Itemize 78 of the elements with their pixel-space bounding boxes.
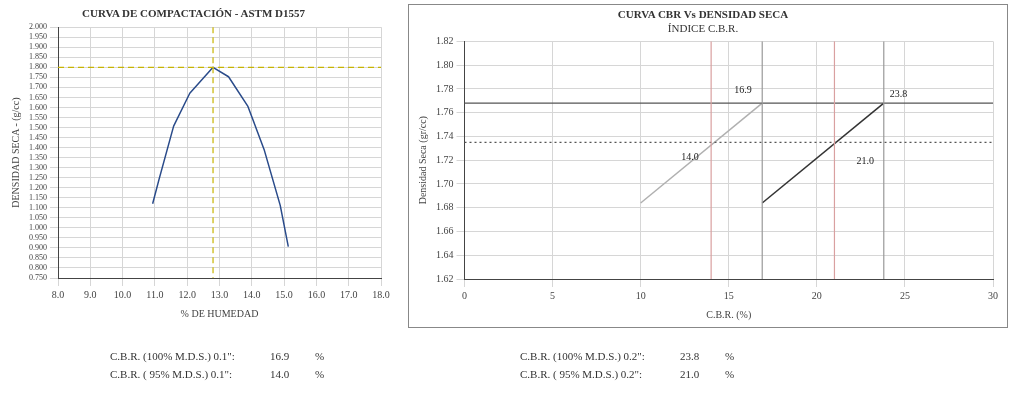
y-tick-label: 1.100 [29, 202, 47, 212]
y-axis-title: Densidad Seca (gr/cc) [416, 116, 429, 205]
y-tick-label: 1.900 [29, 42, 47, 52]
text: C.B.R. (100% M.D.S.) 0.2": [520, 350, 645, 362]
y-tick-label: 1.74 [436, 130, 454, 142]
x-axis-title: % DE HUMEDAD [180, 307, 259, 319]
y-tick-label: 1.76 [436, 106, 454, 118]
y-tick-label: 1.200 [29, 182, 47, 192]
x-tick-label: 18.0 [372, 288, 390, 300]
y-tick-label: 1.800 [29, 62, 47, 72]
y-tick-label: 1.150 [29, 192, 47, 202]
annotation: 23.8 [889, 88, 908, 100]
text: % [315, 350, 325, 362]
text: C.B.R. ( 95% M.D.S.) 0.1": [110, 368, 233, 380]
annotation: 21.0 [856, 155, 874, 167]
x-tick-label: 16.0 [307, 288, 326, 300]
text: % [725, 350, 735, 362]
y-tick-label: 1.450 [29, 132, 47, 142]
text: C.B.R. ( 95% M.D.S.) 0.2": [520, 368, 643, 380]
y-tick-label: 0.950 [29, 232, 47, 242]
y-tick-label: 1.400 [29, 142, 47, 152]
y-tick-label: 1.950 [29, 32, 47, 42]
text: 23.8 [680, 350, 700, 362]
y-tick-label: 1.600 [29, 102, 47, 112]
y-tick-label: 1.82 [436, 35, 454, 47]
y-tick-label: 1.250 [29, 172, 47, 182]
text: 21.0 [680, 368, 700, 380]
y-tick-label: 1.500 [29, 122, 47, 132]
x-tick-label: 12.0 [178, 288, 196, 300]
x-tick-label: 25 [899, 289, 910, 301]
x-tick-label: 8.0 [51, 288, 65, 300]
y-tick-label: 1.66 [436, 225, 454, 237]
y-tick-label: 1.78 [436, 82, 454, 94]
y-tick-label: 1.050 [29, 212, 47, 222]
text: 16.9 [270, 350, 290, 362]
y-tick-label: 1.000 [29, 222, 47, 232]
y-tick-label: 1.350 [29, 152, 47, 162]
chart-title: CURVA CBR Vs DENSIDAD SECA [617, 8, 789, 21]
x-tick-label: 10.0 [113, 288, 132, 300]
text: % [725, 368, 735, 380]
x-tick-label: 15 [723, 289, 734, 301]
x-tick-label: 10 [635, 289, 646, 301]
x-tick-label: 13.0 [210, 288, 229, 300]
y-axis-title: DENSIDAD SECA - (g/cc) [9, 97, 22, 208]
x-tick-label: 9.0 [84, 288, 97, 300]
x-tick-label: 14.0 [243, 288, 261, 300]
y-tick-label: 0.750 [29, 273, 47, 283]
chart-title: CURVA DE COMPACTACIÓN - ASTM D1557 [82, 7, 306, 20]
x-axis-title: C.B.R. (%) [706, 308, 752, 321]
text: 14.0 [270, 368, 290, 380]
x-tick-label: 0 [462, 289, 467, 301]
y-tick-label: 0.800 [29, 263, 47, 273]
x-tick-label: 17.0 [339, 288, 358, 300]
annotation: 14.0 [681, 151, 699, 163]
y-tick-label: 1.700 [29, 82, 47, 92]
x-tick-label: 30 [988, 289, 998, 301]
y-tick-label: 1.64 [436, 248, 454, 260]
y-tick-label: 1.550 [29, 112, 47, 122]
y-tick-label: 1.68 [436, 201, 454, 213]
x-tick-label: 20 [811, 289, 822, 301]
y-tick-label: 0.900 [29, 243, 47, 252]
x-tick-label: 5 [550, 289, 556, 301]
y-tick-label: 1.62 [436, 272, 454, 284]
annotation: 16.9 [734, 84, 752, 96]
y-tick-label: 1.300 [29, 162, 47, 172]
text: C.B.R. (100% M.D.S.) 0.1": [110, 350, 235, 362]
y-tick-label: 1.650 [29, 92, 47, 102]
y-tick-label: 1.80 [436, 58, 454, 70]
y-tick-label: 1.850 [29, 52, 47, 62]
chart-subtitle: ÍNDICE C.B.R. [667, 21, 739, 34]
x-tick-label: 11.0 [146, 288, 164, 300]
text: % [315, 368, 325, 380]
y-tick-label: 0.850 [29, 253, 47, 263]
y-tick-label: 1.750 [29, 72, 47, 82]
y-tick-label: 1.70 [436, 177, 454, 189]
x-tick-label: 15.0 [275, 288, 293, 300]
y-tick-label: 2.000 [29, 22, 47, 32]
y-tick-label: 1.72 [436, 153, 454, 165]
